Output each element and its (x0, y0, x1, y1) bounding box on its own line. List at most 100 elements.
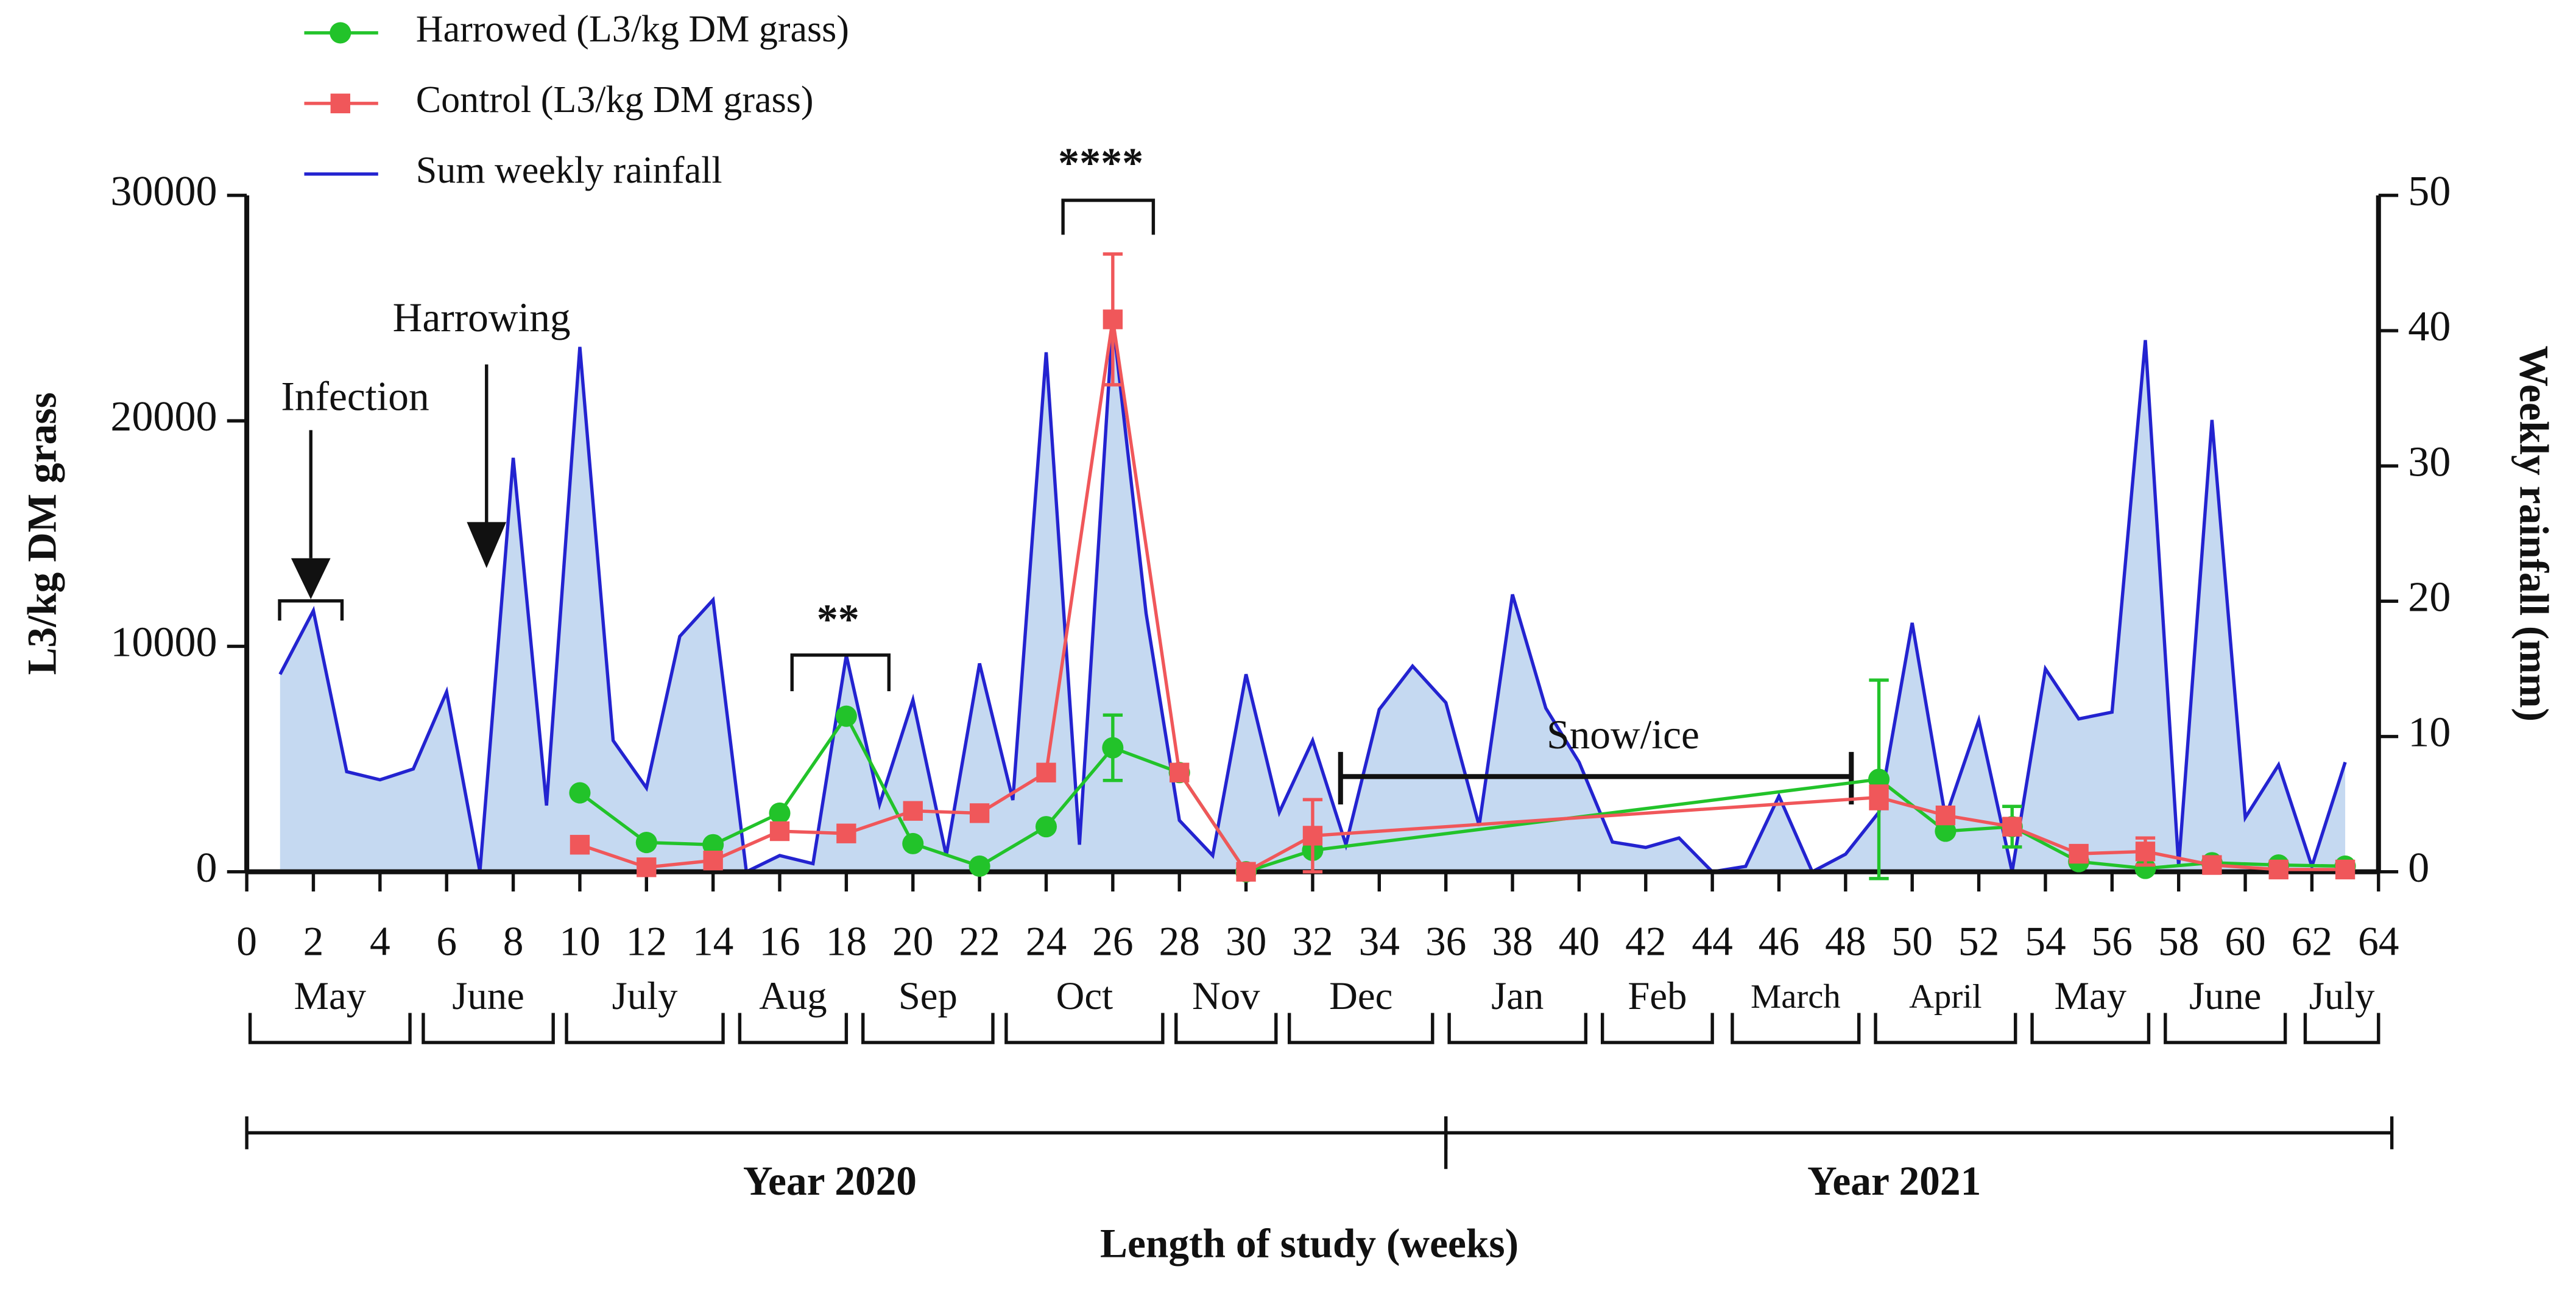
point (2069, 843, 2089, 864)
x-tick-label: 52 (1958, 918, 1999, 964)
x-tick-label: 56 (2092, 918, 2133, 964)
month-bracket (2164, 1013, 2287, 1044)
year-label: Year 2020 (743, 1158, 917, 1204)
legend-marker (330, 22, 351, 44)
month-label: Sep (898, 974, 958, 1018)
month-label: July (612, 974, 678, 1018)
y-tick-label: 0 (196, 845, 217, 891)
month-label: March (1751, 978, 1841, 1016)
month-bracket (1004, 1013, 1165, 1044)
rain-line (278, 319, 2347, 874)
arrow-head (291, 558, 331, 600)
point (2268, 859, 2288, 880)
legend-marker (330, 93, 350, 114)
month-label: Dec (1329, 974, 1392, 1018)
x-tick-label: 42 (1625, 918, 1666, 964)
snow-bar (1338, 751, 1854, 805)
y2-axis-label: Weekly rainfall (mm) (2511, 345, 2557, 722)
x-tick-label: 24 (1026, 918, 1067, 964)
point (903, 801, 923, 821)
month-label: May (2054, 974, 2126, 1018)
point (902, 832, 924, 854)
x-tick-label: 0 (236, 918, 257, 964)
rain-area (280, 320, 2346, 872)
point (769, 821, 790, 842)
y-tick-label: 30000 (110, 168, 217, 215)
point (1035, 816, 1057, 838)
x-tick-label: 50 (1892, 918, 1933, 964)
bracket (278, 599, 344, 621)
point (2335, 859, 2355, 880)
point (1170, 762, 1190, 782)
x-tick-label: 62 (2292, 918, 2332, 964)
annotation: Snow/ice (1547, 712, 1699, 757)
point (1236, 862, 1256, 882)
y-tick-label: 10000 (110, 619, 217, 666)
annotation: Infection (281, 373, 429, 419)
x-tick-label: 44 (1692, 918, 1732, 964)
point (1103, 309, 1123, 329)
month-bracket (1287, 1013, 1434, 1044)
month-bracket (422, 1013, 555, 1044)
x-axis-label: Length of study (weeks) (1100, 1221, 1519, 1267)
x-tick-label: 34 (1359, 918, 1400, 964)
x-tick-label: 60 (2225, 918, 2265, 964)
month-label: Aug (759, 974, 827, 1018)
x-tick-label: 20 (892, 918, 933, 964)
y2-tick-label: 20 (2408, 574, 2451, 620)
month-label: May (294, 974, 367, 1018)
point (570, 835, 590, 855)
x-tick-label: 40 (1559, 918, 1600, 964)
point (703, 850, 723, 871)
y2-tick-label: 10 (2408, 709, 2451, 756)
month-label: Nov (1192, 974, 1260, 1018)
x-tick-label: 12 (626, 918, 667, 964)
series-line (579, 319, 2346, 874)
month-bracket (1447, 1013, 1588, 1044)
x-tick-label: 36 (1425, 918, 1466, 964)
plot (278, 319, 2347, 874)
month-label: Feb (1628, 974, 1687, 1018)
point (635, 832, 657, 854)
arrow-head (467, 522, 507, 568)
point (637, 857, 657, 877)
point (1302, 826, 1323, 846)
y2-tick-label: 0 (2408, 845, 2429, 891)
y-axis-label: L3/kg DM grass (19, 392, 65, 675)
x-tick-label: 54 (2025, 918, 2066, 964)
legend-label: Harrowed (L3/kg DM grass) (416, 9, 849, 50)
point (836, 823, 856, 843)
x-tick-label: 2 (303, 918, 324, 964)
point (2002, 817, 2022, 837)
point (2135, 842, 2156, 862)
x-tick-label: 22 (959, 918, 1000, 964)
legend-label: Sum weekly rainfall (416, 150, 722, 191)
point (1869, 787, 1889, 807)
point (969, 855, 990, 877)
point (569, 782, 591, 804)
x-tick-label: 28 (1159, 918, 1200, 964)
x-tick-label: 58 (2158, 918, 2199, 964)
y2-tick-label: 50 (2408, 168, 2451, 215)
x-tick-label: 26 (1092, 918, 1133, 964)
month-label: Oct (1056, 974, 1113, 1018)
point (1935, 820, 1957, 842)
legend-label: Control (L3/kg DM grass) (416, 79, 814, 121)
annotation: **** (1058, 140, 1143, 187)
x-tick-label: 30 (1226, 918, 1266, 964)
annotation-shapes (278, 199, 1854, 805)
x-tick-label: 64 (2358, 918, 2399, 964)
point (1102, 737, 1124, 759)
x-tick-label: 6 (436, 918, 457, 964)
point (1935, 805, 1956, 826)
bracket (1061, 199, 1156, 235)
month-bracket (2303, 1013, 2380, 1044)
month-bracket (1731, 1013, 1861, 1044)
annotation: Harrowing (393, 295, 571, 340)
point (2202, 855, 2222, 875)
month-label: Jan (1491, 974, 1544, 1018)
x-tick-label: 18 (826, 918, 867, 964)
month-label: July (2309, 974, 2375, 1018)
